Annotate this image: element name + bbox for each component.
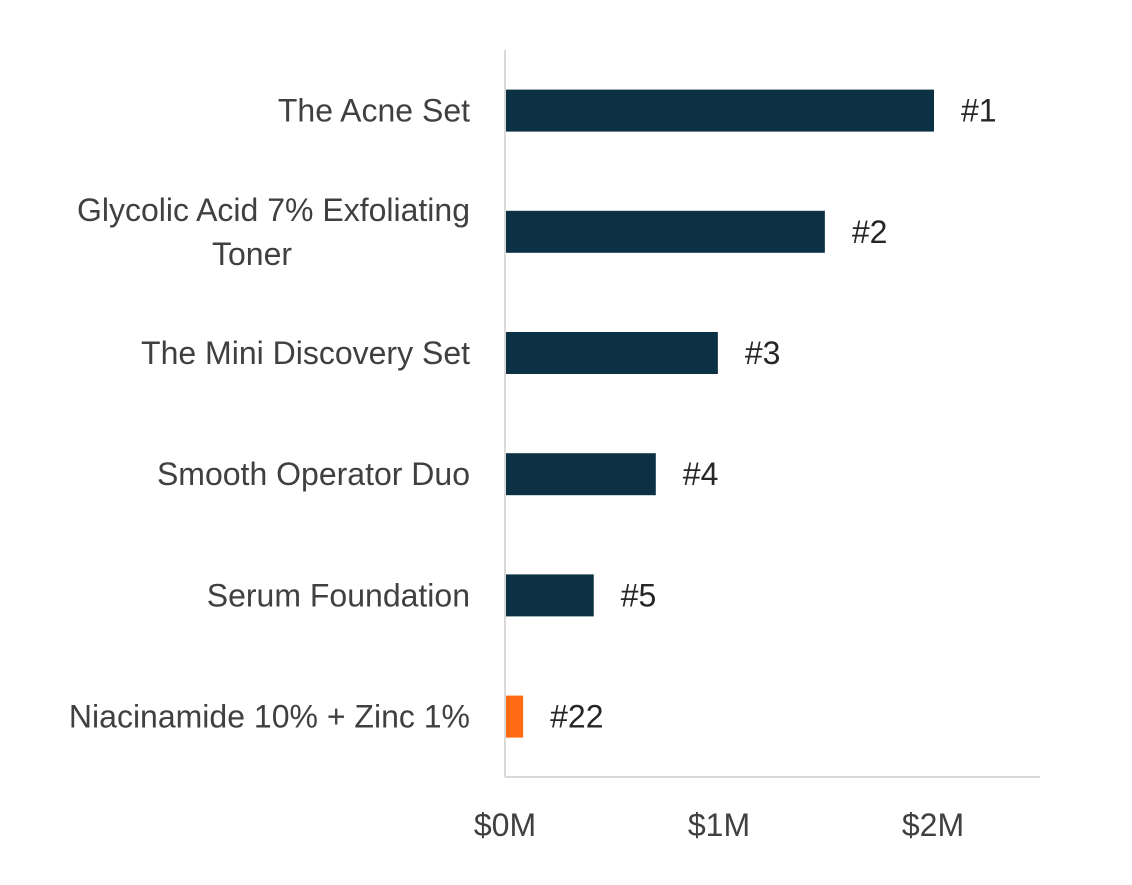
bar-2 <box>506 332 718 374</box>
category-label-line: Serum Foundation <box>207 577 470 613</box>
bar-5 <box>506 695 524 738</box>
category-label-line: Smooth Operator Duo <box>157 456 470 492</box>
category-labels: The Acne Set Glycolic Acid 7% Exfoliating… <box>69 93 470 735</box>
bar-0 <box>506 89 934 132</box>
category-label-1: Glycolic Acid 7% Exfoliating Toner <box>77 192 470 272</box>
x-tick-label-2: $2M <box>902 807 964 843</box>
category-label-line: The Acne Set <box>278 93 470 129</box>
bar-4 <box>506 574 594 617</box>
rank-label-1: #2 <box>852 214 888 250</box>
category-label-0: The Acne Set <box>278 93 470 129</box>
rank-label-4: #5 <box>621 577 657 613</box>
rank-label-5: #22 <box>550 699 603 735</box>
category-label-5: Niacinamide 10% + Zinc 1% <box>69 699 470 735</box>
category-label-line: Glycolic Acid 7% Exfoliating <box>77 192 470 228</box>
rank-labels: #1 #2 #3 #4 #5 #22 <box>550 93 996 735</box>
rank-label-3: #4 <box>683 456 719 492</box>
x-tick-label-0: $0M <box>474 807 536 843</box>
category-label-line: Niacinamide 10% + Zinc 1% <box>69 699 470 735</box>
category-label-2: The Mini Discovery Set <box>141 335 470 371</box>
category-label-line: The Mini Discovery Set <box>141 335 470 371</box>
rank-label-2: #3 <box>745 335 781 371</box>
rank-label-0: #1 <box>961 93 997 129</box>
x-tick-labels: $0M $1M $2M <box>474 807 964 843</box>
bar-3 <box>506 453 656 496</box>
category-label-3: Smooth Operator Duo <box>157 456 470 492</box>
category-label-line: Toner <box>212 236 292 272</box>
x-tick-label-1: $1M <box>688 807 750 843</box>
category-label-4: Serum Foundation <box>207 577 470 613</box>
bars-layer <box>506 89 934 738</box>
bar-1 <box>506 210 825 253</box>
